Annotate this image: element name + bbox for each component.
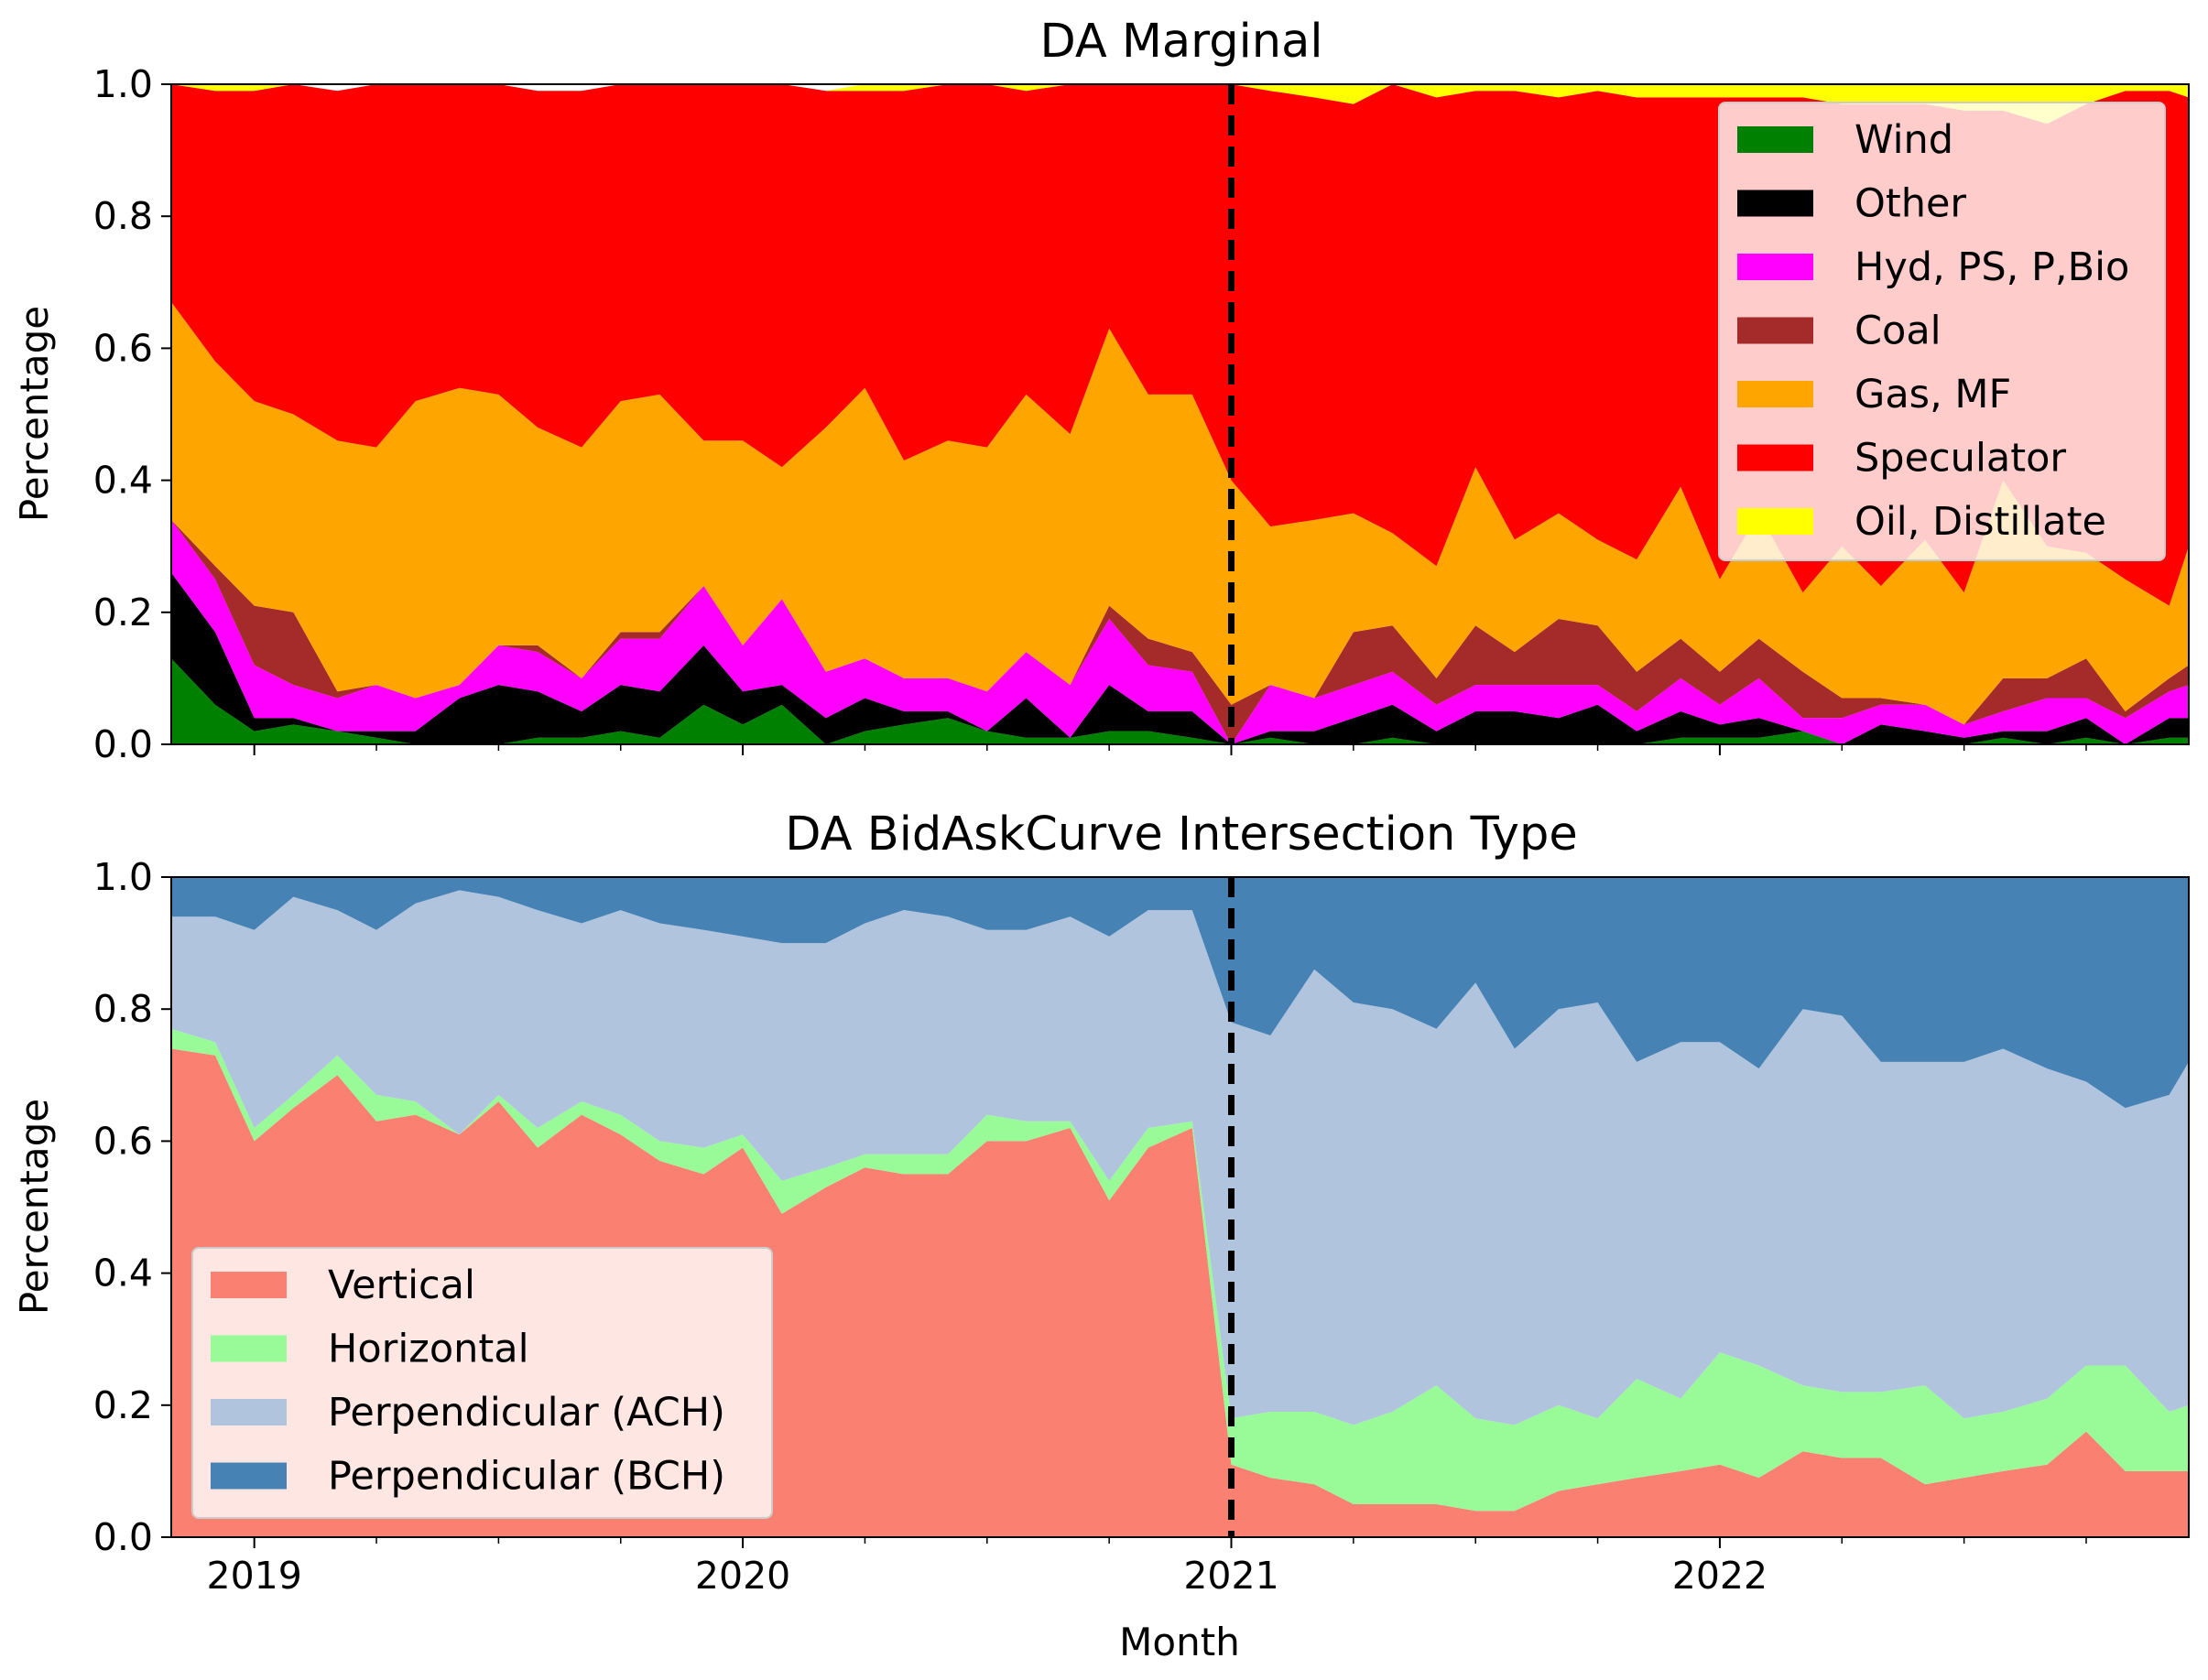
y-tick-label: 0.4	[93, 1252, 153, 1295]
area-perpendicular-bch	[171, 877, 2189, 1109]
legend-label-hyd-ps-p-bio: Hyd, PS, P,Bio	[1855, 244, 2129, 290]
legend-swatch-oil-distillate	[1737, 508, 1813, 535]
legend-label-gas-mf: Gas, MF	[1855, 372, 2011, 417]
x-ticks	[253, 744, 2087, 755]
y-ticks: 0.0 0.2 0.4 0.6 0.8 1.0	[93, 62, 171, 766]
legend-swatch-vertical	[211, 1272, 287, 1298]
legend-box	[1718, 102, 2166, 561]
legend-swatch-gas-mf	[1737, 381, 1813, 407]
y-axis-label: Percentage	[12, 1099, 57, 1315]
y-axis-label: Percentage	[12, 306, 57, 522]
legend-box	[191, 1247, 773, 1519]
legend-swatch-horizontal	[211, 1335, 287, 1362]
area-oil-distillate	[171, 84, 2189, 125]
plot-frame	[170, 876, 2190, 1538]
y-ticks: 0.0 0.2 0.4 0.6 0.8 1.0	[93, 855, 171, 1559]
chart-title: DA BidAskCurve Intersection Type	[785, 807, 1577, 862]
legend-swatch-hyd-ps-p-bio	[1737, 254, 1813, 280]
legend-label-perpendicular-ach: Perpendicular (ACH)	[328, 1390, 725, 1436]
y-tick-label: 0.0	[93, 722, 153, 766]
legend-swatch-coal	[1737, 317, 1813, 344]
y-tick-label: 0.4	[93, 459, 153, 503]
y-tick-label: 0.2	[93, 591, 153, 634]
legend-label-oil-distillate: Oil, Distillate	[1855, 499, 2106, 545]
panel-intersection-type: DA BidAskCurve Intersection Type 0.00.20…	[12, 807, 2190, 1598]
area-horizontal	[171, 1028, 2189, 1512]
y-tick-label: 0.8	[93, 194, 153, 238]
x-axis-label: Month	[1119, 1620, 1240, 1664]
plot-frame	[170, 83, 2190, 745]
y-tick-label: 0.2	[93, 1383, 153, 1427]
area-speculator	[171, 84, 2189, 606]
panel-da-marginal: DA Marginal 0.0 0.2 0.4 0.6 0.8 1.0 Percentag…	[12, 15, 2190, 766]
y-tick-label: 1.0	[93, 62, 153, 106]
legend-swatch-speculator	[1737, 444, 1813, 471]
area-layer	[171, 84, 2189, 744]
area-perpendicular-ach	[171, 890, 2189, 1425]
legend-label-speculator: Speculator	[1855, 436, 2066, 482]
legend-swatch-perpendicular-ach	[211, 1399, 287, 1425]
y-tick-label: 0.8	[93, 987, 153, 1031]
legend-label-other: Other	[1855, 181, 1966, 227]
chart-title: DA Marginal	[1039, 15, 1322, 69]
legend-label-horizontal: Horizontal	[328, 1327, 529, 1372]
area-gas-mf	[171, 301, 2189, 725]
x-tick-label: 2021	[1183, 1554, 1278, 1598]
legend-swatch-wind	[1737, 126, 1813, 153]
legend-label-vertical: Vertical	[328, 1263, 475, 1308]
legend-label-coal: Coal	[1855, 309, 1942, 354]
y-tick-label: 0.6	[93, 1119, 153, 1163]
x-ticks: 2019 2020 2021 2022	[207, 1537, 2087, 1598]
y-tick-label: 0.0	[93, 1515, 153, 1559]
y-tick-label: 0.6	[93, 326, 153, 370]
legend-swatch-other	[1737, 190, 1813, 217]
x-tick-label: 2019	[207, 1554, 302, 1598]
x-tick-label: 2020	[695, 1554, 790, 1598]
x-tick-label: 2022	[1672, 1554, 1767, 1598]
legend: Wind Other Hyd, PS, P,Bio Coal Gas, MF Specul…	[1718, 102, 2166, 561]
legend-label-wind: Wind	[1855, 117, 1953, 163]
legend-label-perpendicular-bch: Perpendicular (BCH)	[328, 1454, 725, 1500]
area-other	[171, 572, 2189, 744]
legend: Vertical Horizontal Perpendicular (ACH) Per…	[191, 1247, 773, 1519]
legend-swatch-perpendicular-bch	[211, 1462, 287, 1490]
area-hyd-ps-p-bio	[171, 519, 2189, 744]
y-tick-label: 1.0	[93, 855, 153, 899]
